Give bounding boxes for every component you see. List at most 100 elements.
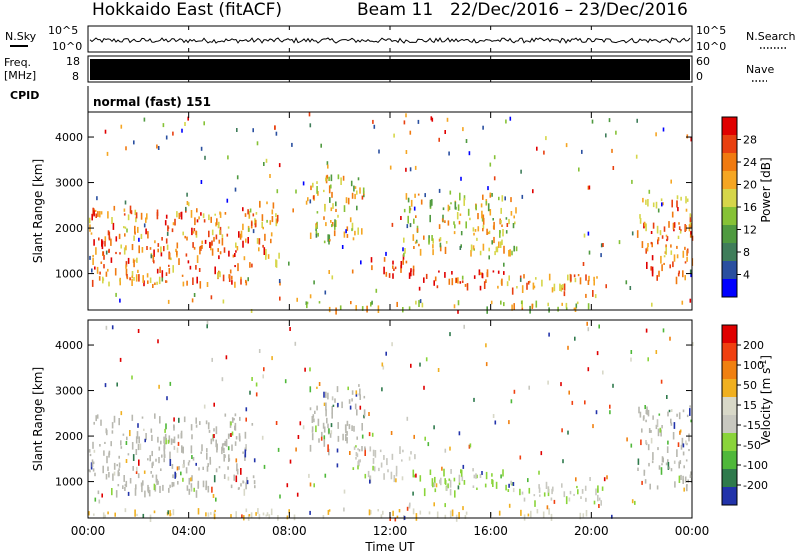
scatter-cell bbox=[131, 442, 134, 450]
scatter-cell bbox=[210, 216, 212, 223]
scatter-cell bbox=[481, 471, 483, 475]
cpid-mode: normal (fast) 151 bbox=[93, 95, 211, 109]
scatter-cell bbox=[345, 426, 347, 434]
scatter-cell bbox=[682, 475, 684, 481]
scatter-cell bbox=[682, 250, 685, 258]
scatter-cell bbox=[328, 270, 330, 274]
scatter-cell bbox=[195, 230, 197, 236]
scatter-cell bbox=[455, 277, 457, 284]
scatter-cell bbox=[492, 218, 494, 221]
scatter-cell bbox=[168, 487, 170, 493]
scatter-cell bbox=[188, 460, 191, 463]
scatter-cell bbox=[126, 228, 128, 233]
scatter-cell bbox=[168, 264, 170, 267]
scatter-cell bbox=[135, 471, 138, 474]
scatter-cell bbox=[367, 470, 370, 478]
scatter-cell bbox=[521, 307, 524, 310]
scatter-cell bbox=[254, 485, 256, 489]
scatter-cell bbox=[686, 134, 689, 139]
scatter-cell bbox=[288, 261, 290, 266]
scatter-cell bbox=[485, 201, 488, 205]
scatter-cell bbox=[439, 245, 442, 252]
scatter-cell bbox=[444, 246, 447, 254]
scatter-cell bbox=[347, 386, 349, 391]
scatter-cell bbox=[103, 450, 105, 456]
scatter-cell bbox=[661, 235, 664, 239]
scatter-cell bbox=[407, 215, 409, 224]
scatter-cell bbox=[120, 124, 123, 129]
scatter-cell bbox=[418, 286, 421, 291]
scatter-cell bbox=[596, 351, 599, 356]
scatter-cell bbox=[325, 402, 327, 411]
scatter-cell bbox=[477, 226, 480, 232]
scatter-cell bbox=[434, 276, 437, 282]
scatter-cell bbox=[182, 231, 184, 236]
scatter-cell bbox=[210, 295, 213, 300]
scatter-cell bbox=[429, 214, 431, 223]
scatter-cell bbox=[479, 474, 482, 478]
scatter-cell bbox=[172, 439, 175, 443]
scatter-cell bbox=[127, 491, 130, 496]
scatter-cell bbox=[664, 251, 667, 254]
scatter-cell bbox=[390, 471, 393, 480]
scatter-cell bbox=[407, 197, 410, 203]
scatter-cell bbox=[242, 223, 244, 231]
noise-left-tick-top: 10^5 bbox=[48, 24, 78, 37]
scatter-cell bbox=[262, 512, 265, 516]
scatter-cell bbox=[134, 231, 136, 235]
scatter-cell bbox=[215, 497, 217, 502]
scatter-cell bbox=[254, 218, 256, 225]
scatter-cell bbox=[667, 462, 670, 470]
scatter-cell bbox=[631, 499, 634, 504]
scatter-cell bbox=[662, 202, 664, 206]
scatter-cell bbox=[108, 250, 110, 253]
scatter-cell bbox=[600, 243, 603, 248]
scatter-cell bbox=[533, 285, 536, 289]
scatter-cell bbox=[118, 233, 121, 240]
scatter-cell bbox=[137, 329, 140, 333]
scatter-cell bbox=[405, 260, 408, 264]
scatter-cell bbox=[460, 469, 463, 478]
scatter-cell bbox=[520, 169, 522, 174]
scatter-cell bbox=[158, 457, 160, 464]
scatter-cell bbox=[573, 307, 576, 310]
scatter-cell bbox=[449, 332, 451, 337]
scatter-cell bbox=[335, 220, 337, 227]
y-tick-label: 2000 bbox=[55, 430, 83, 443]
scatter-cell bbox=[583, 233, 586, 238]
scatter-cell bbox=[403, 252, 405, 257]
scatter-cell bbox=[236, 175, 239, 180]
scatter-cell bbox=[264, 233, 266, 241]
scatter-cell bbox=[203, 404, 206, 409]
scatter-cell bbox=[611, 148, 613, 153]
scatter-cell bbox=[137, 269, 139, 273]
scatter-cell bbox=[211, 248, 214, 256]
scatter-cell bbox=[337, 214, 339, 218]
scatter-cell bbox=[125, 245, 127, 251]
scatter-cell bbox=[686, 484, 688, 492]
scatter-cell bbox=[461, 275, 464, 280]
scatter-cell bbox=[196, 208, 198, 213]
scatter-cell bbox=[361, 446, 363, 452]
scatter-cell bbox=[553, 283, 556, 292]
scatter-cell bbox=[450, 202, 452, 205]
scatter-cell bbox=[643, 222, 646, 227]
scatter-cell bbox=[464, 515, 467, 519]
scatter-cell bbox=[439, 242, 442, 248]
scatter-cell bbox=[225, 438, 228, 447]
scatter-cell bbox=[615, 130, 617, 135]
scatter-cell bbox=[690, 273, 692, 278]
scatter-cell bbox=[573, 274, 576, 278]
scatter-cell bbox=[351, 228, 353, 232]
scatter-cell bbox=[163, 450, 166, 458]
scatter-cell bbox=[227, 476, 230, 481]
scatter-cell bbox=[576, 301, 579, 305]
scatter-cell bbox=[328, 241, 330, 245]
scatter-cell bbox=[553, 499, 556, 504]
scatter-cell bbox=[157, 243, 160, 247]
scatter-cell bbox=[348, 424, 351, 430]
scatter-cell bbox=[402, 259, 404, 265]
scatter-cell bbox=[232, 418, 234, 423]
scatter-cell bbox=[431, 478, 434, 487]
scatter-cell bbox=[210, 512, 212, 515]
